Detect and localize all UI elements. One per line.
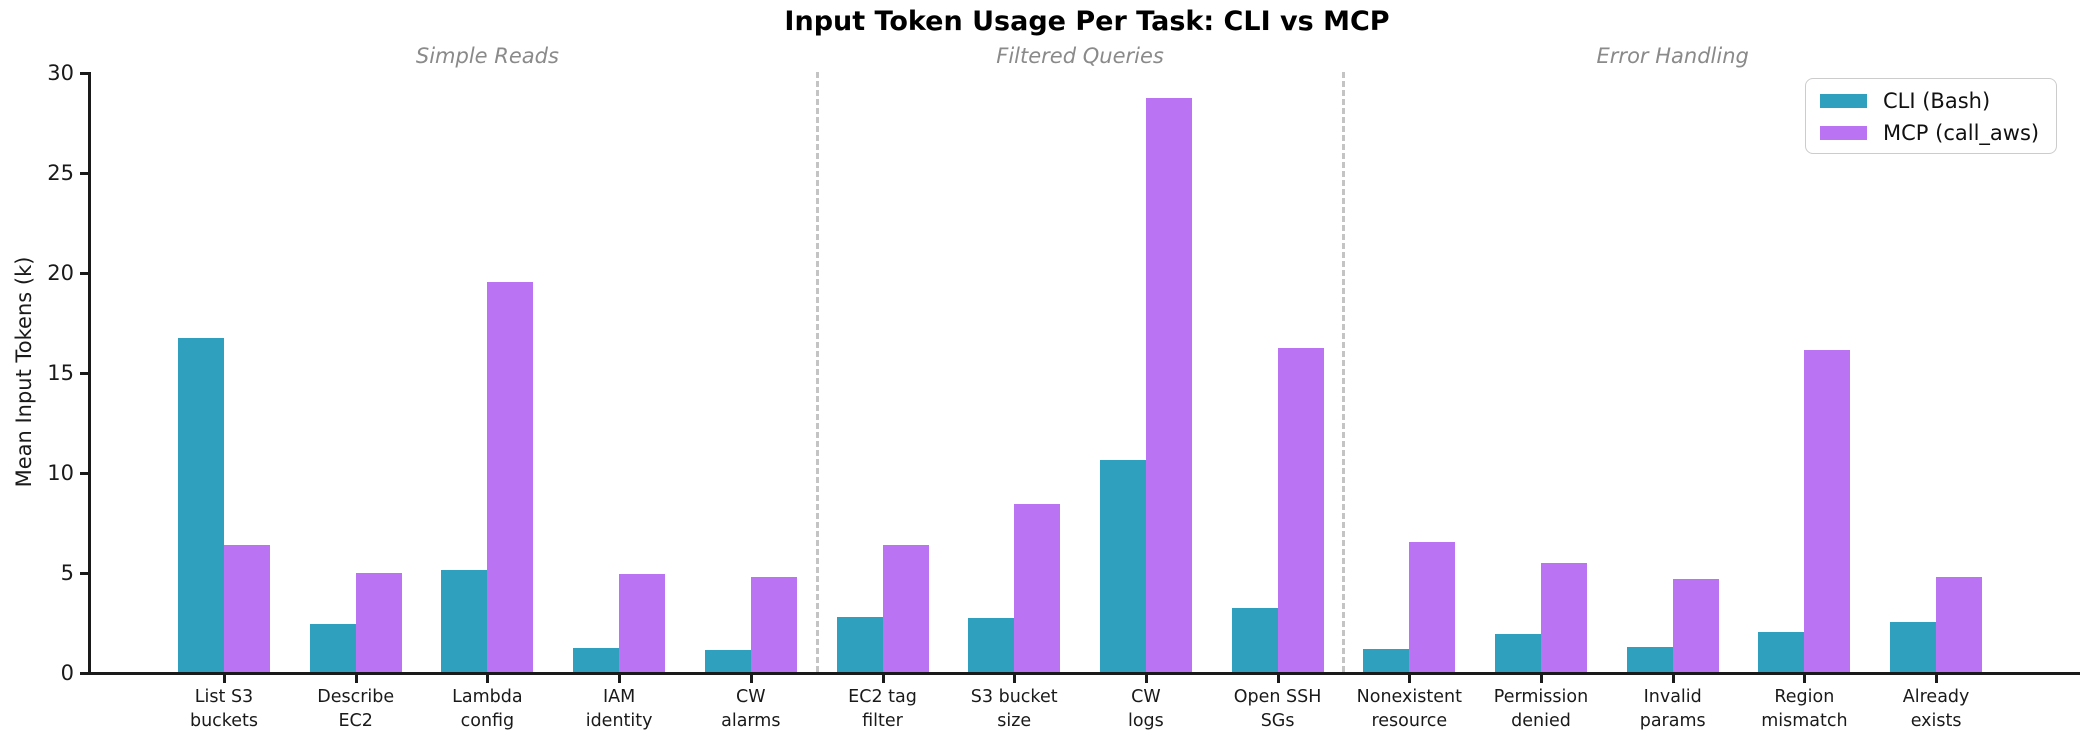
x-tick-label: Already exists xyxy=(1902,687,1970,731)
y-tick-label: 30 xyxy=(47,61,74,85)
section-separator xyxy=(815,72,819,672)
x-axis-spine xyxy=(88,672,2080,675)
y-tick-label: 10 xyxy=(47,461,74,485)
x-tick-label: Lambda config xyxy=(452,687,523,731)
legend: CLI (Bash) MCP (call_aws) xyxy=(1805,78,2057,154)
x-tick-label: EC2 tag filter xyxy=(848,687,917,731)
bar-cli xyxy=(309,624,356,672)
y-tick-mark xyxy=(80,672,88,675)
section-label: Filtered Queries xyxy=(996,44,1164,68)
legend-label-mcp: MCP (call_aws) xyxy=(1883,121,2040,145)
bar-mcp xyxy=(619,574,666,672)
bar-mcp xyxy=(1804,350,1851,672)
bar-mcp xyxy=(1936,577,1983,672)
bar-mcp xyxy=(1145,98,1192,672)
x-tick-label: Nonexistent resource xyxy=(1356,687,1462,731)
section-label: Simple Reads xyxy=(415,44,559,68)
bar-cli xyxy=(1626,647,1673,672)
x-tick-label: Describe EC2 xyxy=(317,687,395,731)
section-separator xyxy=(1342,72,1346,672)
bar-cli xyxy=(1495,634,1541,672)
y-tick-label: 0 xyxy=(60,661,74,685)
legend-label-cli: CLI (Bash) xyxy=(1883,89,1991,113)
x-tick-label: Invalid params xyxy=(1639,687,1706,731)
x-tick-mark xyxy=(354,675,358,683)
x-tick-mark xyxy=(223,675,226,683)
y-axis-spine xyxy=(88,72,91,675)
x-tick-mark xyxy=(1144,675,1148,683)
x-tick-mark xyxy=(1935,675,1939,683)
y-tick-mark xyxy=(80,372,88,375)
x-tick-mark xyxy=(486,675,490,683)
bar-cli xyxy=(1231,608,1278,672)
bar-cli xyxy=(1890,622,1937,672)
chart-title: Input Token Usage Per Task: CLI vs MCP xyxy=(784,6,1390,37)
x-tick-label: Open SSH SGs xyxy=(1233,687,1322,731)
legend-swatch-cli xyxy=(1820,94,1867,108)
y-tick-label: 15 xyxy=(47,361,74,385)
x-tick-label: CW alarms xyxy=(721,687,781,731)
bar-cli xyxy=(1363,649,1410,672)
x-tick-mark xyxy=(1408,675,1412,683)
bar-mcp xyxy=(355,573,402,672)
y-tick-mark xyxy=(80,472,88,475)
bar-cli xyxy=(704,650,751,672)
bar-cli xyxy=(1099,460,1146,672)
x-tick-mark xyxy=(1671,675,1675,683)
legend-swatch-mcp xyxy=(1820,126,1867,140)
bar-cli xyxy=(1758,632,1805,672)
bar-cli xyxy=(441,570,488,672)
y-tick-mark xyxy=(80,272,88,275)
bar-cli xyxy=(968,618,1015,672)
y-tick-mark xyxy=(80,572,88,575)
section-label: Error Handling xyxy=(1596,44,1749,68)
y-tick-label: 5 xyxy=(60,561,74,585)
bar-mcp xyxy=(1277,348,1324,672)
bar-cli xyxy=(573,648,620,672)
bar-mcp xyxy=(882,545,929,672)
y-tick-mark xyxy=(80,172,88,175)
y-tick-label: 20 xyxy=(47,261,74,285)
bar-mcp xyxy=(487,282,534,672)
y-tick-label: 25 xyxy=(47,161,74,185)
bar-mcp xyxy=(1541,563,1587,672)
bar-mcp xyxy=(1409,542,1456,672)
x-tick-label: IAM identity xyxy=(585,687,653,731)
x-tick-mark xyxy=(881,675,885,683)
x-tick-mark xyxy=(1803,675,1807,683)
bar-mcp xyxy=(1672,579,1719,672)
bar-mcp xyxy=(1014,504,1061,672)
x-tick-label: S3 bucket size xyxy=(970,687,1058,731)
y-tick-mark xyxy=(80,72,88,75)
x-tick-label: Permission denied xyxy=(1493,687,1589,731)
bar-mcp xyxy=(224,545,270,672)
x-tick-label: List S3 buckets xyxy=(189,687,259,731)
bar-cli xyxy=(178,338,224,672)
legend-item-cli: CLI (Bash) xyxy=(1820,89,2042,113)
legend-item-mcp: MCP (call_aws) xyxy=(1820,121,2042,145)
x-tick-mark xyxy=(749,675,753,683)
x-tick-mark xyxy=(1013,675,1017,683)
x-tick-mark xyxy=(1540,675,1543,683)
bar-mcp xyxy=(750,577,797,672)
x-tick-mark xyxy=(1276,675,1280,683)
x-tick-label: CW logs xyxy=(1127,687,1164,731)
bar-cli xyxy=(836,617,883,672)
x-tick-mark xyxy=(618,675,622,683)
x-tick-label: Region mismatch xyxy=(1761,687,1848,731)
